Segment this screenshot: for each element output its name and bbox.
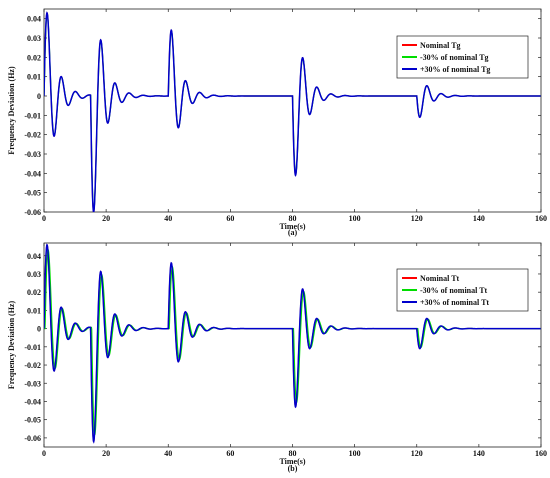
legend-entry: +30% of nominal Tt (420, 298, 489, 307)
y-tick-label: -0.03 (24, 150, 41, 159)
y-tick-label: 0.04 (27, 252, 41, 261)
x-tick-label: 160 (535, 214, 547, 223)
series-line-plus30 (44, 11, 541, 212)
legend: Nominal Tt -30% of nominal Tt +30% of nomi… (396, 268, 529, 312)
x-tick-label: 0 (42, 214, 46, 223)
y-tick-label: 0.01 (27, 73, 41, 82)
x-tick-label: 60 (226, 449, 234, 458)
x-tick-label: 140 (473, 449, 485, 458)
y-tick-label: -0.05 (24, 189, 41, 198)
y-axis-label: Frequency Deviation (Hz) (7, 301, 16, 390)
x-tick-label: 100 (349, 214, 361, 223)
y-axis-label: Frequency Deviation (Hz) (7, 66, 16, 155)
x-tick-label: 80 (289, 214, 297, 223)
x-axis-label: Time(s) (279, 222, 305, 231)
x-tick-label: 20 (102, 449, 110, 458)
y-tick-label: -0.01 (24, 111, 41, 120)
legend-box (396, 35, 529, 79)
x-tick-label: 120 (411, 214, 423, 223)
x-tick-label: 0 (42, 449, 46, 458)
x-axis-label: Time(s) (279, 457, 305, 466)
x-tick-label: 60 (226, 214, 234, 223)
chart-panel-a: 0 20 40 60 80 100 120 140 1600.040.030.020.010-0… (7, 8, 547, 237)
x-tick-label: 120 (411, 449, 423, 458)
legend-entry: +30% of nominal Tg (420, 65, 490, 74)
y-tick-label: 0.02 (27, 53, 41, 62)
y-tick-label: -0.05 (24, 416, 41, 425)
x-tick-label: 40 (164, 214, 172, 223)
x-tick-label: 100 (349, 449, 361, 458)
y-tick-label: -0.01 (24, 343, 41, 352)
x-tick-label: 140 (473, 214, 485, 223)
y-tick-label: -0.06 (24, 208, 41, 217)
legend-entry: Nominal Tt (420, 274, 460, 283)
y-tick-label: -0.06 (24, 434, 41, 443)
y-tick-label: -0.04 (24, 169, 41, 178)
chart-panel-b: 0 20 40 60 80 100 120 140 1600.040.030.020.010-0… (7, 242, 547, 473)
y-tick-label: 0 (37, 92, 41, 101)
y-tick-label: -0.02 (24, 131, 41, 140)
x-tick-label: 40 (164, 449, 172, 458)
x-tick-label: 80 (289, 449, 297, 458)
legend-entry: Nominal Tg (420, 41, 461, 50)
y-tick-label: 0.02 (27, 288, 41, 297)
legend: Nominal Tg -30% of nominal Tg +30% of nomi… (396, 35, 529, 79)
y-tick-label: 0.04 (27, 15, 41, 24)
y-tick-label: 0.03 (27, 34, 41, 43)
y-tick-label: 0.01 (27, 306, 41, 315)
y-tick-label: -0.03 (24, 379, 41, 388)
y-tick-label: 0 (37, 325, 41, 334)
x-tick-label: 160 (535, 449, 547, 458)
panel-caption: (b) (288, 464, 298, 473)
y-tick-label: 0.03 (27, 270, 41, 279)
x-tick-label: 20 (102, 214, 110, 223)
series-line-plus30 (44, 243, 541, 444)
legend-entry: -30% of nominal Tg (420, 53, 489, 62)
y-tick-label: -0.04 (24, 397, 41, 406)
panel-caption: (a) (288, 228, 298, 237)
legend-box (396, 268, 529, 312)
y-tick-label: -0.02 (24, 361, 41, 370)
legend-entry: -30% of nominal Tt (420, 286, 488, 295)
